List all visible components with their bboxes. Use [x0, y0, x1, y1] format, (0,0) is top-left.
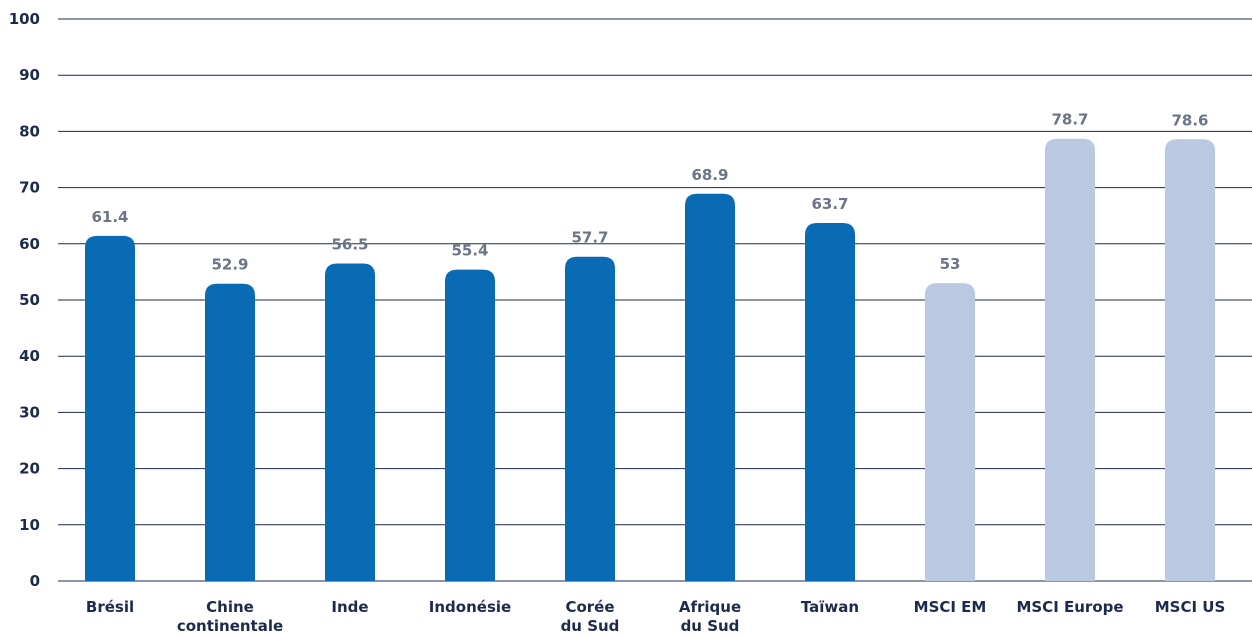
data-label: 63.7	[811, 195, 848, 213]
x-tick-label: Indonésie	[429, 598, 511, 616]
data-label: 52.9	[211, 256, 248, 274]
x-tick-label-line: du Sud	[561, 617, 620, 635]
x-axis: Brésil Chine continentale Inde Indonésie Coré…	[86, 598, 1225, 635]
x-tick-label: MSCI EM	[914, 598, 987, 616]
data-label: 53	[940, 255, 961, 273]
bar	[325, 263, 375, 581]
y-tick-label: 70	[19, 179, 40, 197]
bar	[445, 269, 495, 581]
y-axis: 0 10 20 30 40 50 60 70 80 90 100	[9, 10, 40, 590]
x-tick-label-line: MSCI US	[1155, 598, 1226, 616]
x-tick-label: Chine continentale	[177, 598, 283, 635]
x-tick-label-line: Brésil	[86, 598, 134, 616]
y-tick-label: 40	[19, 347, 40, 365]
bars	[85, 138, 1215, 582]
data-label: 55.4	[451, 242, 488, 260]
bar	[85, 235, 135, 581]
x-tick-label-line: Inde	[331, 598, 368, 616]
data-labels: 61.4 52.9 56.5 55.4 57.7 68.9 63.7 53 78.7 78.6	[91, 111, 1208, 274]
bar	[1045, 138, 1095, 581]
y-tick-label: 20	[19, 460, 40, 478]
gridlines	[58, 18, 1252, 582]
y-tick-label: 50	[19, 291, 40, 309]
bar	[805, 223, 855, 582]
data-label: 57.7	[571, 229, 608, 247]
data-label: 61.4	[91, 208, 128, 226]
y-tick-label: 80	[19, 122, 40, 140]
bar	[565, 256, 615, 581]
bar	[1165, 139, 1215, 581]
x-tick-label: Afrique du Sud	[679, 598, 741, 635]
x-tick-label-line: Chine	[206, 598, 254, 616]
x-tick-label: MSCI US	[1155, 598, 1226, 616]
x-tick-label: MSCI Europe	[1016, 598, 1123, 616]
y-tick-label: 60	[19, 235, 40, 253]
x-tick-label-line: MSCI EM	[914, 598, 987, 616]
data-label: 78.6	[1171, 111, 1208, 129]
y-tick-label: 10	[19, 516, 40, 534]
data-label: 68.9	[691, 166, 728, 184]
x-tick-label-line: du Sud	[681, 617, 740, 635]
x-tick-label-line: Taïwan	[801, 598, 859, 616]
x-tick-label-line: continentale	[177, 617, 283, 635]
x-tick-label: Inde	[331, 598, 368, 616]
data-label: 56.5	[331, 235, 368, 253]
y-tick-label: 100	[9, 10, 40, 28]
y-tick-label: 30	[19, 403, 40, 421]
bar	[685, 193, 735, 582]
bar	[205, 283, 255, 581]
x-tick-label: Corée du Sud	[561, 598, 620, 635]
x-tick-label: Brésil	[86, 598, 134, 616]
x-tick-label-line: Indonésie	[429, 598, 511, 616]
x-tick-label-line: MSCI Europe	[1016, 598, 1123, 616]
y-tick-label: 90	[19, 66, 40, 84]
data-label: 78.7	[1051, 111, 1088, 129]
x-tick-label-line: Corée	[565, 598, 614, 616]
x-tick-label-line: Afrique	[679, 598, 741, 616]
y-tick-label: 0	[30, 572, 40, 590]
x-tick-label: Taïwan	[801, 598, 859, 616]
bar	[925, 283, 975, 581]
